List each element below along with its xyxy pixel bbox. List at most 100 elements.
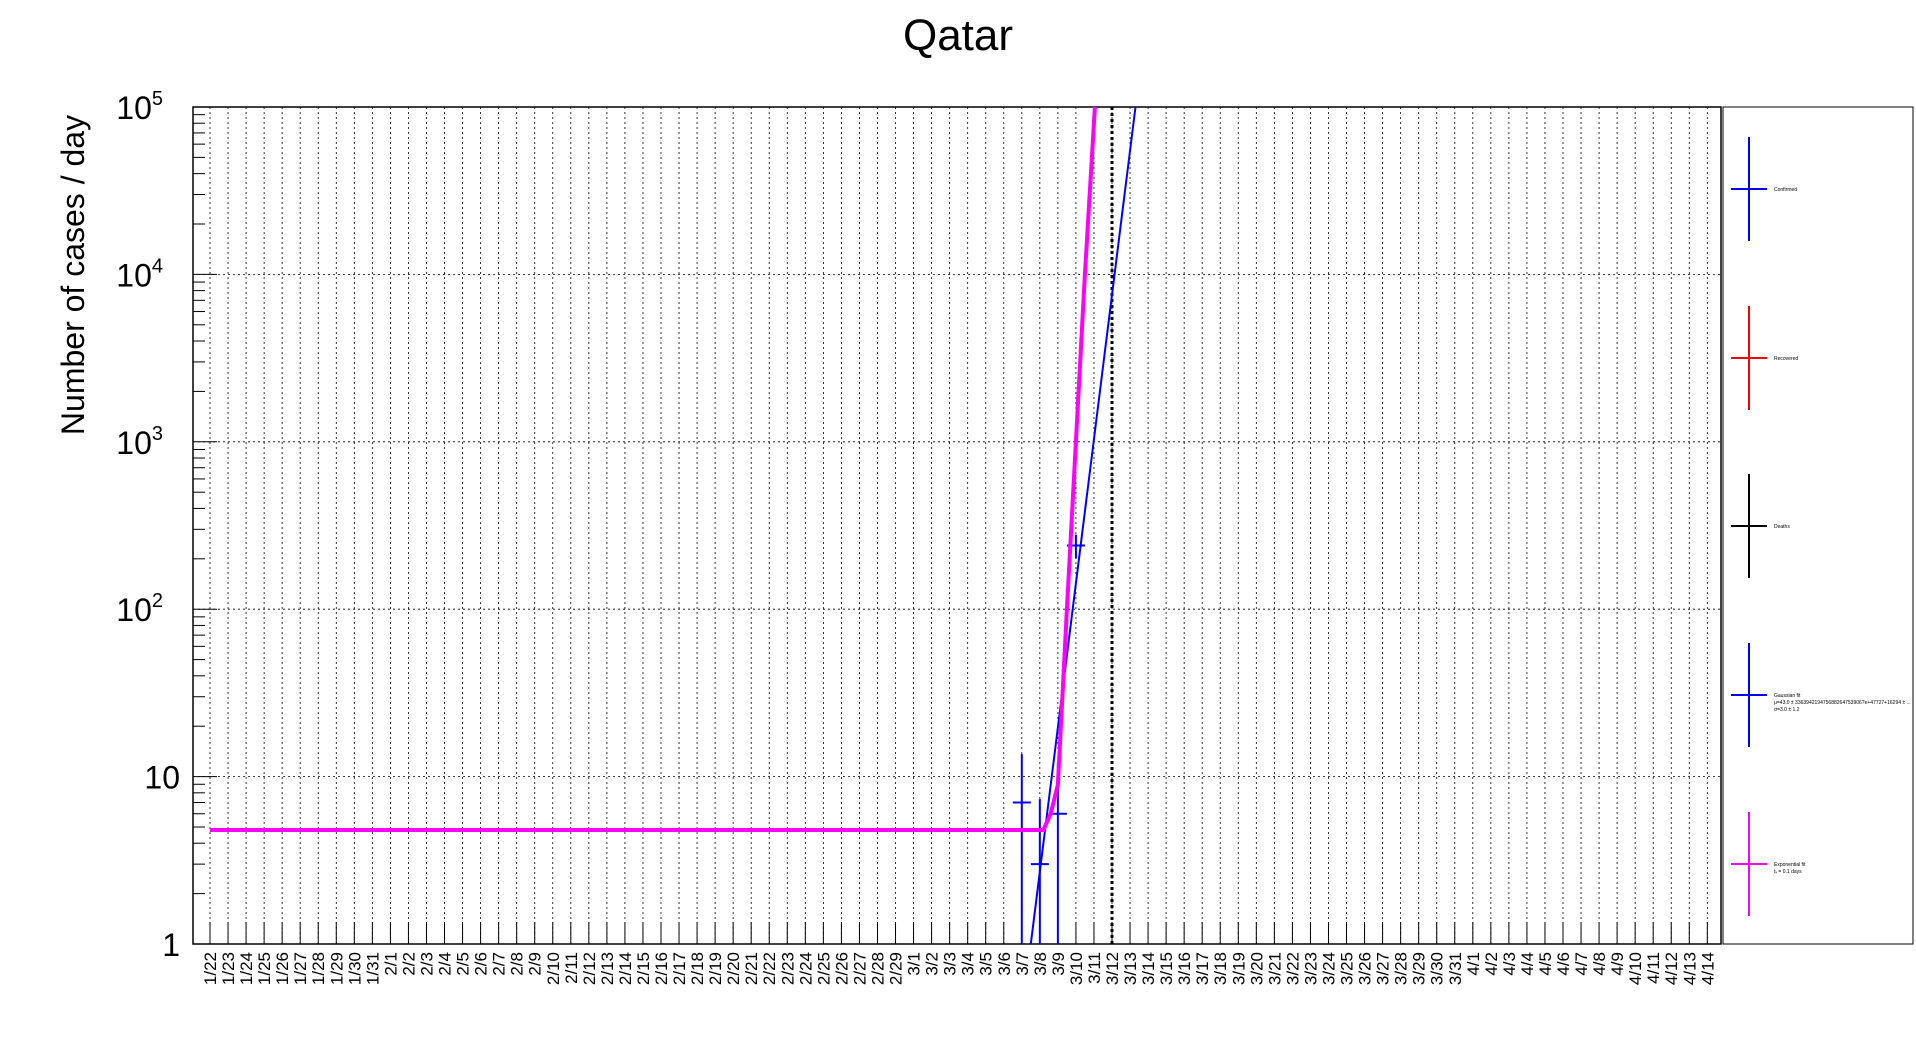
y-tick-label: 104 [116, 255, 163, 293]
grid [193, 107, 1721, 944]
x-tick-label: 2/3 [417, 952, 436, 976]
x-tick-label: 3/25 [1338, 952, 1357, 985]
x-tick-label: 2/11 [562, 952, 581, 984]
x-tick-label: 3/1 [905, 952, 924, 976]
x-tick-label: 1/30 [345, 952, 364, 985]
x-axis: 1/22 1/23 1/24 1/25 1/26 1/27 1/28 1/29 1/30 1/31… [201, 922, 1717, 985]
x-tick-label: 3/17 [1193, 952, 1212, 985]
series-line [210, 107, 1097, 832]
x-tick-label: 3/15 [1157, 952, 1176, 985]
x-tick-label: 2/9 [526, 952, 545, 976]
x-tick-label: 2/28 [868, 952, 887, 985]
x-tick-label: 4/1 [1464, 952, 1483, 976]
x-tick-label: 3/8 [1031, 952, 1050, 976]
x-tick-label: 2/2 [399, 952, 418, 976]
x-tick-label: 4/10 [1626, 952, 1645, 985]
y-tick-label: 105 [116, 88, 163, 126]
x-tick-label: 2/6 [472, 952, 491, 976]
legend-label: Recovered [1774, 356, 1798, 362]
legend-label: Confirmed [1774, 187, 1797, 193]
x-tick-label: 3/14 [1139, 952, 1158, 985]
legend-label: Exponential fit [1774, 862, 1806, 868]
legend-sublabel: σ=3.0 ± 1.2 [1774, 707, 1800, 713]
x-tick-label: 2/23 [778, 952, 797, 985]
x-tick-label: 3/4 [959, 952, 978, 976]
x-tick-label: 3/13 [1121, 952, 1140, 985]
legend-sublabel: μ=43.0 ± 336394219475688264753906?e+4772… [1774, 700, 1911, 706]
x-tick-label: 1/25 [255, 952, 274, 985]
x-tick-label: 2/21 [742, 952, 761, 985]
x-tick-label: 3/22 [1283, 952, 1302, 985]
x-tick-label: 4/12 [1662, 952, 1681, 985]
x-tick-label: 2/12 [580, 952, 599, 985]
x-tick-label: 3/7 [1013, 952, 1032, 976]
x-tick-label: 4/13 [1680, 952, 1699, 985]
x-tick-label: 3/27 [1374, 952, 1393, 985]
x-tick-label: 2/13 [598, 952, 617, 985]
x-tick-label: 3/6 [995, 952, 1014, 976]
x-tick-label: 2/4 [436, 952, 455, 976]
x-tick-label: 2/14 [616, 952, 635, 985]
x-tick-label: 3/12 [1103, 952, 1122, 985]
y-tick-label: 1 [162, 927, 180, 963]
plot-area [192, 106, 1722, 945]
x-tick-label: 3/9 [1049, 952, 1068, 976]
legend-label: Gaussian fit [1774, 693, 1801, 699]
x-tick-label: 2/1 [381, 952, 400, 976]
x-tick-label: 4/14 [1698, 952, 1717, 985]
x-tick-label: 3/10 [1067, 952, 1086, 985]
x-tick-label: 2/10 [544, 952, 563, 985]
x-tick-label: 3/29 [1410, 952, 1429, 985]
x-tick-label: 3/28 [1392, 952, 1411, 985]
x-tick-label: 4/4 [1518, 952, 1537, 976]
x-tick-label: 3/3 [941, 952, 960, 976]
x-tick-label: 4/8 [1590, 952, 1609, 976]
x-tick-label: 1/27 [291, 952, 310, 985]
y-tick-label: 102 [116, 590, 163, 628]
x-tick-label: 2/19 [706, 952, 725, 985]
x-tick-label: 4/3 [1500, 952, 1519, 976]
x-tick-label: 2/18 [688, 952, 707, 985]
x-tick-label: 1/26 [273, 952, 292, 985]
x-tick-label: 4/2 [1482, 952, 1501, 976]
x-tick-label: 2/26 [832, 952, 851, 985]
x-tick-label: 4/7 [1572, 952, 1591, 976]
x-tick-label: 3/5 [977, 952, 996, 976]
x-tick-label: 1/23 [219, 952, 238, 985]
x-tick-label: 1/28 [309, 952, 328, 985]
x-tick-label: 4/5 [1536, 952, 1555, 976]
y-tick-label: 103 [116, 423, 163, 461]
x-tick-label: 2/5 [454, 952, 473, 976]
x-tick-label: 2/24 [796, 952, 815, 985]
x-tick-label: 3/19 [1229, 952, 1248, 985]
x-tick-label: 1/24 [237, 952, 256, 985]
series [210, 107, 1137, 944]
legend-label: Deaths [1774, 524, 1790, 530]
chart-title: Qatar [903, 11, 1013, 60]
y-axis-label: Number of cases / day [55, 115, 91, 435]
x-tick-label: 3/20 [1247, 952, 1266, 985]
x-tick-label: 3/16 [1175, 952, 1194, 985]
x-tick-label: 3/30 [1428, 952, 1447, 985]
legend-sublabel: tₓ = 0.1 days [1774, 869, 1802, 875]
y-tick-label: 10 [144, 760, 180, 796]
x-tick-label: 2/27 [850, 952, 869, 985]
legend-entries: Confirmed Recovered Deaths Gaussian fitμ=43… [1731, 137, 1911, 916]
x-tick-label: 2/7 [490, 952, 509, 976]
x-tick-label: 2/17 [670, 952, 689, 985]
x-tick-label: 3/21 [1265, 952, 1284, 985]
x-tick-label: 3/2 [923, 952, 942, 976]
x-tick-label: 2/20 [724, 952, 743, 985]
x-tick-label: 4/11 [1644, 952, 1663, 984]
x-tick-label: 2/16 [652, 952, 671, 985]
x-tick-label: 4/9 [1608, 952, 1627, 976]
x-tick-label: 2/25 [814, 952, 833, 985]
x-tick-label: 2/8 [508, 952, 527, 976]
x-tick-label: 2/22 [760, 952, 779, 985]
series-line [1029, 107, 1137, 944]
x-tick-label: 2/15 [634, 952, 653, 985]
x-tick-label: 3/24 [1319, 952, 1338, 985]
x-tick-label: 1/22 [201, 952, 220, 985]
x-tick-label: 3/26 [1356, 952, 1375, 985]
